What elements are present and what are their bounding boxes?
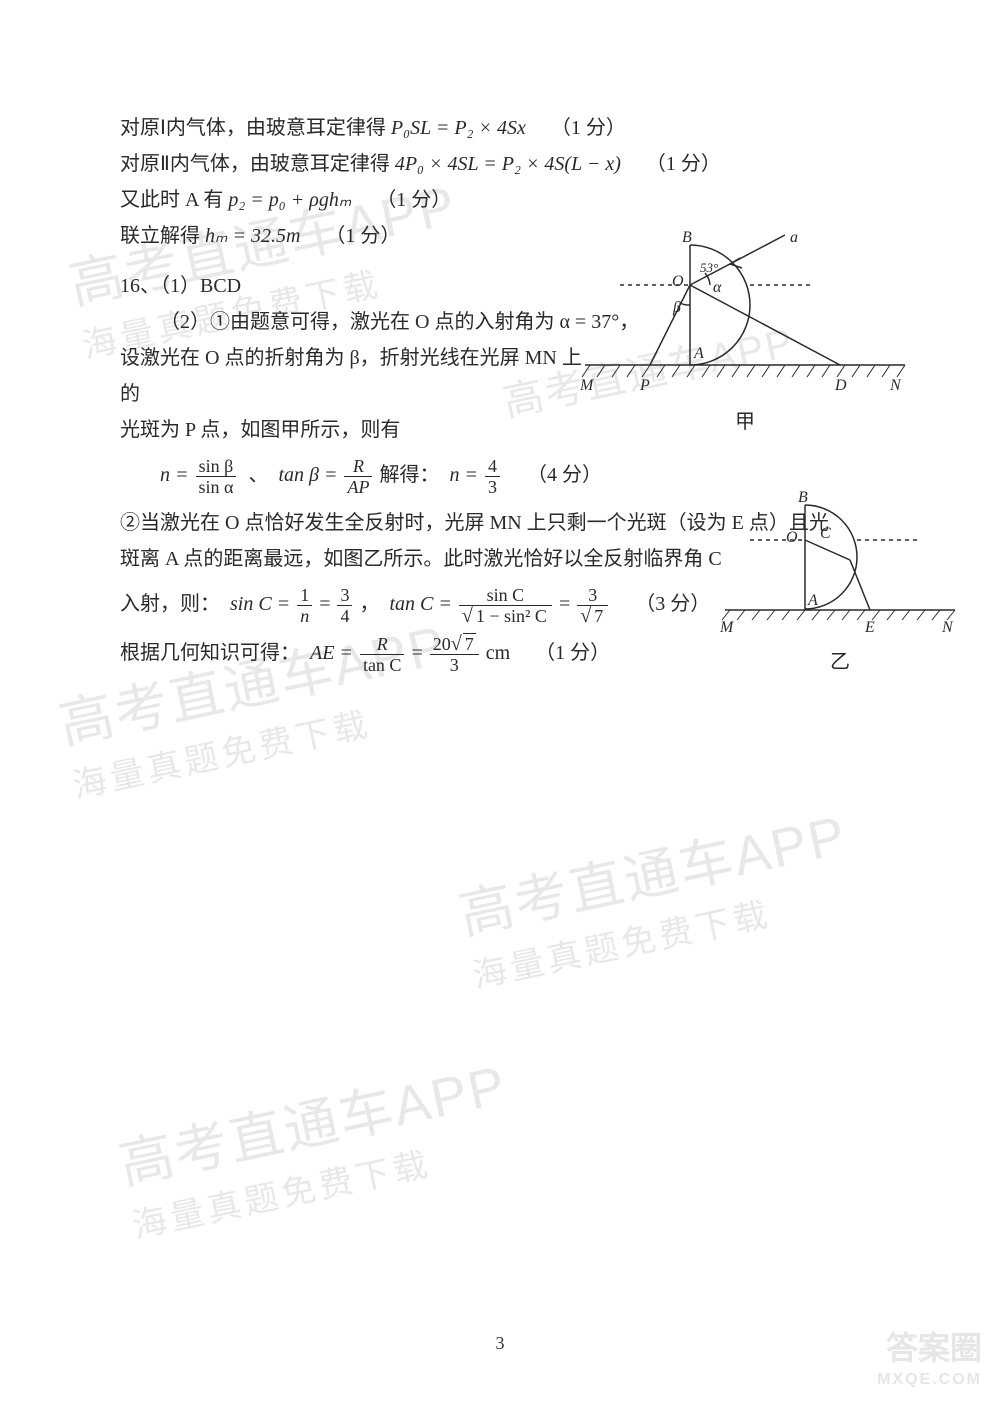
fraction: R tan C (360, 634, 405, 675)
label-N: N (889, 377, 902, 394)
denominator: 3 (485, 477, 500, 497)
numerator: 3 (577, 585, 608, 606)
numerator: R (344, 456, 372, 477)
denominator: n (297, 606, 312, 626)
label-E: E (864, 619, 875, 636)
fraction: 3 4 (337, 585, 352, 626)
eq-part: n = (449, 464, 478, 486)
denominator: 4 (337, 606, 352, 626)
text: 又此时 A 有 (120, 189, 223, 211)
denominator: sin α (196, 477, 237, 497)
corner-text: 答案圈 (886, 1330, 982, 1366)
denominator: 1 − sin² C (459, 606, 552, 626)
fraction: 1 n (297, 585, 312, 626)
numerator: R (360, 634, 405, 655)
label-O: O (786, 529, 798, 546)
watermark-sub: 海量真题免费下载 (127, 1118, 523, 1248)
label-alpha: α (713, 279, 722, 296)
eq-part: tan C = (389, 593, 451, 615)
eq-part: tan β = (278, 464, 337, 486)
label-D: D (834, 377, 847, 394)
equation: hₘ = 32.5m (205, 225, 300, 247)
text: 对原Ⅱ内气体，由玻意耳定律得 (120, 153, 390, 175)
score-label: （4 分） (527, 464, 602, 486)
fraction: R AP (344, 456, 372, 497)
label-A: A (807, 592, 818, 609)
denominator: 3 (430, 655, 479, 675)
watermark-sub: 海量真题免费下载 (467, 868, 863, 998)
diagram-yi-svg: B O C A M E N (720, 490, 960, 640)
label-M: M (720, 619, 735, 636)
watermark-main: 高考直通车APP (454, 805, 852, 946)
score-label: （1 分） (646, 153, 721, 175)
num-part: 20 (433, 634, 451, 654)
denominator: tan C (360, 655, 405, 675)
paragraph: 设激光在 O 点的折射角为 β，折射光线在光屏 MN 上的 (120, 340, 600, 412)
corner-url: MXQE.COM (877, 1364, 982, 1396)
figure-jia: B a O 53° α β A M P D N 甲 (580, 230, 910, 434)
denominator: 7 (577, 606, 608, 626)
text: 根据几何知识可得： (120, 642, 300, 664)
watermark: 高考直通车APP 海量真题免费下载 (451, 790, 863, 997)
corner-watermark: 答案圈 MXQE.COM (877, 1332, 982, 1396)
label-beta: β (672, 299, 681, 316)
page-number: 3 (0, 1333, 1000, 1354)
eq-part: AE = (310, 642, 353, 664)
score-label: （1 分） (535, 642, 610, 664)
label-B: B (682, 230, 692, 246)
label-a: a (790, 230, 798, 246)
label-M: M (580, 377, 595, 394)
score-label: （1 分） (325, 225, 400, 247)
watermark-sub: 海量真题免费下载 (67, 678, 463, 808)
score-label: （1 分） (551, 117, 626, 139)
fraction: 4 3 (485, 456, 500, 497)
equation: P₀SL = P₂ × 4Sx (391, 117, 526, 139)
equation: 4P₀ × 4SL = P₂ × 4S(L − x) (395, 153, 621, 175)
radicand: 7 (592, 605, 605, 626)
numerator: 4 (485, 456, 500, 477)
score-label: （1 分） (376, 189, 451, 211)
paragraph: （2）①由题意可得，激光在 O 点的入射角为 α = 37°， (160, 304, 640, 340)
radicand: 1 − sin² C (474, 605, 549, 626)
numerator: 1 (297, 585, 312, 606)
numerator: sin C (459, 585, 552, 606)
equation: p₂ = p₀ + ρghₘ (228, 189, 351, 211)
text: 对原Ⅰ内气体，由玻意耳定律得 (120, 117, 386, 139)
solution-line: 对原Ⅰ内气体，由玻意耳定律得 P₀SL = P₂ × 4Sx （1 分） (120, 110, 890, 146)
figure-yi: B O C A M E N 乙 (720, 490, 960, 674)
text: 联立解得 (120, 225, 200, 247)
text: 入射，则： (120, 593, 220, 615)
label-53: 53° (700, 260, 718, 275)
eq-part: sin C = (230, 593, 290, 615)
figure-caption: 乙 (720, 645, 960, 674)
fraction: 20 7 3 (430, 634, 479, 675)
solution-line: 对原Ⅱ内气体，由玻意耳定律得 4P₀ × 4SL = P₂ × 4S(L − x… (120, 146, 890, 182)
fraction: sin β sin α (196, 456, 237, 497)
watermark-main: 高考直通车APP (114, 1055, 512, 1196)
score-label: （3 分） (635, 593, 710, 615)
numerator: 20 7 (430, 634, 479, 655)
figure-caption: 甲 (580, 405, 910, 434)
fraction: sin C 1 − sin² C (459, 585, 552, 626)
label-C: C (820, 525, 831, 542)
label-A: A (693, 345, 704, 362)
label-O: O (672, 273, 684, 290)
denominator: AP (344, 477, 372, 497)
eq-part: 解得： (379, 464, 439, 486)
diagram-jia-svg: B a O 53° α β A M P D N (580, 230, 910, 400)
watermark: 高考直通车APP 海量真题免费下载 (111, 1040, 523, 1247)
label-B: B (798, 490, 808, 506)
paragraph: 光斑为 P 点，如图甲所示，则有 (120, 412, 600, 448)
label-N: N (941, 619, 954, 636)
eq-part: n = (160, 464, 189, 486)
numerator: 3 (337, 585, 352, 606)
radicand: 7 (463, 633, 476, 654)
unit: cm (486, 642, 510, 664)
fraction: 3 7 (577, 585, 608, 626)
solution-line: 又此时 A 有 p₂ = p₀ + ρghₘ （1 分） (120, 182, 890, 218)
label-P: P (639, 377, 650, 394)
numerator: sin β (196, 456, 237, 477)
